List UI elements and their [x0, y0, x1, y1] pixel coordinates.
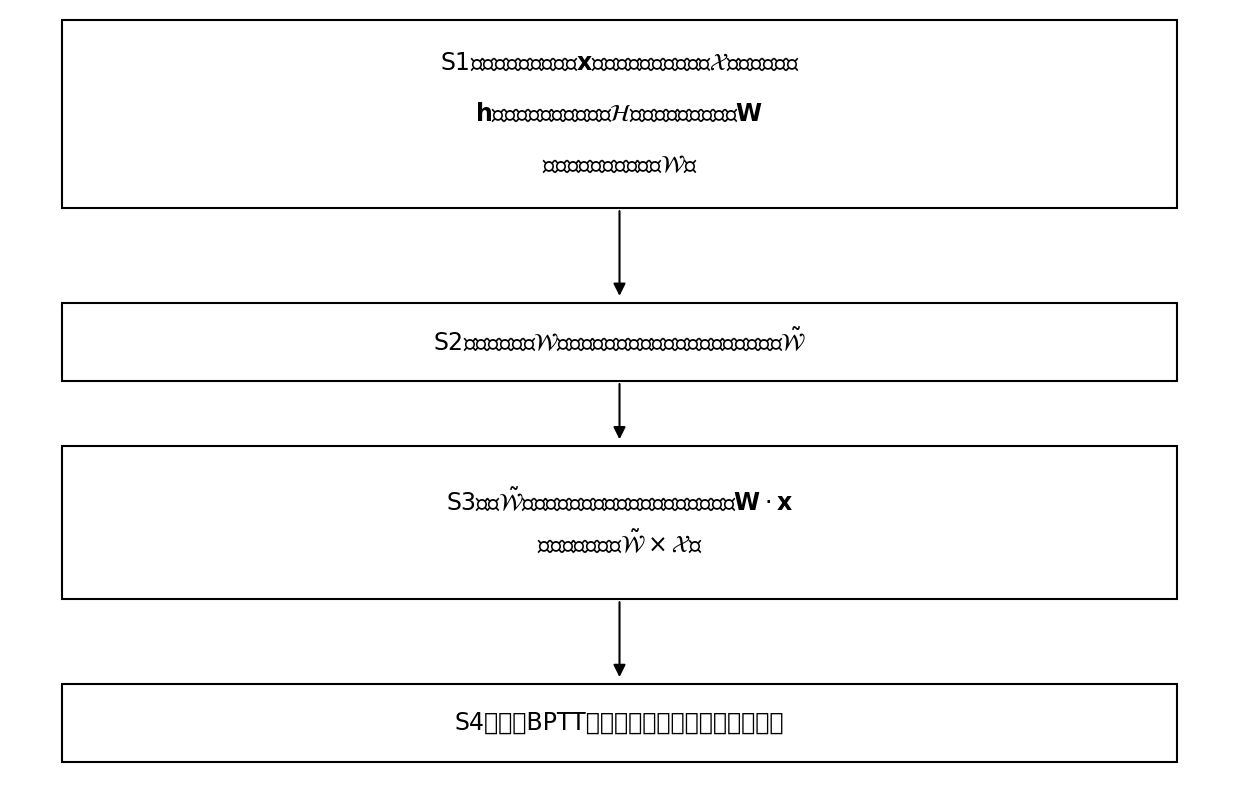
Text: S3、用$\tilde{\mathcal{W}}$表示新的稀疏连接方式，替换原矩阵乘法$\mathbf{W}\cdot\mathbf{x}$: S3、用$\tilde{\mathcal{W}}$表示新的稀疏连接方式，替换原矩…	[446, 487, 793, 516]
FancyBboxPatch shape	[62, 446, 1177, 599]
Text: $\mathbf{h}$张量化，得到第二张量$\mathcal{H}$；对全连接权重矩阵$\mathbf{W}$: $\mathbf{h}$张量化，得到第二张量$\mathcal{H}$；对全连接…	[476, 102, 763, 126]
FancyBboxPatch shape	[62, 684, 1177, 762]
FancyBboxPatch shape	[62, 303, 1177, 381]
FancyBboxPatch shape	[62, 20, 1177, 208]
Text: 为新的张量乘法$\tilde{\mathcal{W}}\times\mathcal{X}$；: 为新的张量乘法$\tilde{\mathcal{W}}\times\mathca…	[536, 530, 703, 558]
Text: 张量化，得到第三张量$\mathcal{W}$；: 张量化，得到第三张量$\mathcal{W}$；	[541, 153, 698, 177]
Text: S1、对网络的输入向量$\mathbf{x}$张量化，得到第一张量$\mathcal{X}$；对记忆向量: S1、对网络的输入向量$\mathbf{x}$张量化，得到第一张量$\mathc…	[440, 51, 799, 75]
Text: S2、对第三张量$\mathcal{W}$进行张量分解，得到张量分解后的第三张量$\tilde{\mathcal{W}}$: S2、对第三张量$\mathcal{W}$进行张量分解，得到张量分解后的第三张量…	[432, 328, 807, 356]
Text: S4、采用BPTT算法对循环神经网络进行训练。: S4、采用BPTT算法对循环神经网络进行训练。	[455, 711, 784, 735]
